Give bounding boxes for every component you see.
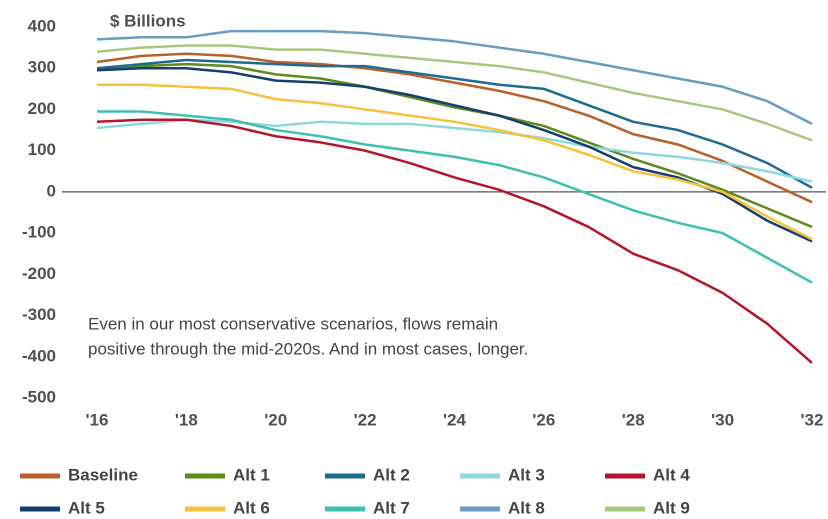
y-tick-label: 200 — [28, 99, 56, 118]
x-tick-label: '16 — [86, 410, 109, 429]
x-tick-label: '22 — [354, 410, 377, 429]
annotation: positive through the mid-2020s. And in m… — [88, 339, 528, 358]
legend-label: Alt 4 — [653, 465, 690, 484]
series-line — [96, 58, 813, 189]
x-tick-label: '26 — [532, 410, 555, 429]
y-tick-label: -300 — [22, 305, 56, 324]
y-tick-label: 100 — [28, 140, 56, 159]
legend-label: Alt 5 — [68, 498, 105, 517]
y-tick-label: -100 — [22, 223, 56, 242]
y-tick-label: -400 — [22, 346, 56, 365]
legend-label: Alt 6 — [233, 498, 270, 517]
x-tick-label: '24 — [443, 410, 466, 429]
y-tick-label: -200 — [22, 264, 56, 283]
series-line — [96, 29, 813, 125]
x-tick-label: '32 — [801, 410, 824, 429]
annotation: Even in our most conservative scenarios,… — [88, 314, 498, 333]
series-line — [96, 118, 813, 183]
x-tick-label: '18 — [175, 410, 198, 429]
legend-label: Alt 2 — [373, 465, 410, 484]
series-line — [97, 83, 813, 241]
y-tick-label: 400 — [28, 16, 56, 35]
series-line — [97, 110, 813, 284]
legend-label: Alt 3 — [508, 465, 545, 484]
legend-label: Baseline — [68, 465, 138, 484]
series-line — [96, 62, 813, 229]
x-tick-label: '20 — [264, 410, 287, 429]
legend-label: Alt 9 — [653, 498, 690, 517]
series-line — [96, 44, 813, 142]
y-axis-label: $ Billions — [110, 11, 186, 30]
series-line — [96, 118, 813, 364]
series-line — [96, 52, 813, 204]
x-tick-label: '28 — [622, 410, 645, 429]
legend-label: Alt 1 — [233, 465, 270, 484]
y-tick-label: 0 — [47, 181, 56, 200]
legend-label: Alt 7 — [373, 498, 410, 517]
x-tick-label: '30 — [711, 410, 734, 429]
y-tick-label: 300 — [28, 58, 56, 77]
legend-label: Alt 8 — [508, 498, 545, 517]
y-tick-label: -500 — [22, 387, 56, 406]
